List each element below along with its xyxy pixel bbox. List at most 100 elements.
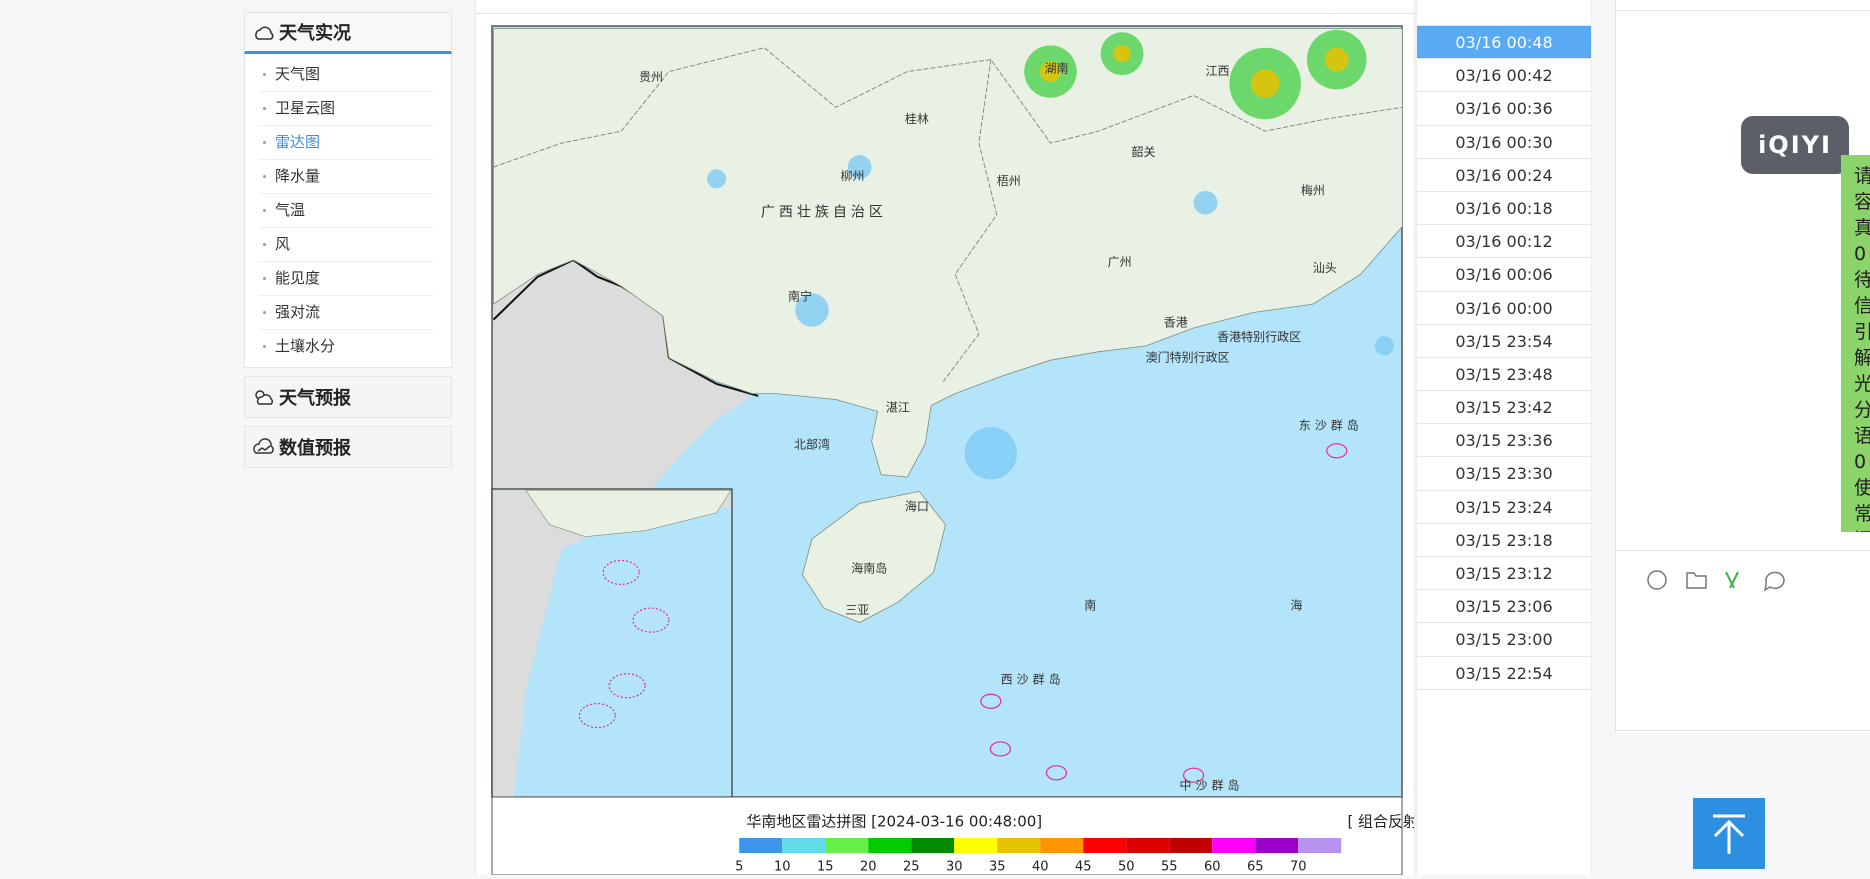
time-item[interactable]: 03/15 23:24 bbox=[1417, 491, 1591, 524]
island-group bbox=[1045, 765, 1068, 781]
time-item[interactable]: 03/16 00:36 bbox=[1417, 92, 1591, 126]
place-label: 中沙群岛 bbox=[1179, 777, 1243, 792]
place-label: 香港 bbox=[1164, 316, 1188, 330]
section-title: 天气实况 bbox=[279, 23, 351, 44]
time-item[interactable]: 03/15 23:12 bbox=[1417, 557, 1591, 591]
time-item[interactable]: 03/15 23:48 bbox=[1417, 358, 1591, 392]
place-label: 湖南 bbox=[1044, 61, 1068, 76]
icon bbox=[255, 26, 274, 40]
scale-label: 65 bbox=[1247, 860, 1264, 875]
radar-echo bbox=[1250, 69, 1280, 98]
island-group bbox=[602, 559, 640, 586]
place-label: 梧州 bbox=[997, 173, 1021, 188]
time-item[interactable]: 03/15 23:30 bbox=[1417, 457, 1591, 491]
radar-echo bbox=[1113, 45, 1131, 63]
time-item[interactable]: 03/16 00:24 bbox=[1417, 159, 1591, 192]
scale-swatch bbox=[1169, 838, 1213, 853]
top-bar-line bbox=[476, 13, 1414, 14]
scale-label: 50 bbox=[1118, 860, 1135, 875]
place-label: 汕头 bbox=[1313, 261, 1337, 275]
time-list: 03/16 00:48 03/16 00:42 03/16 00:36 03/16 0… bbox=[1416, 0, 1592, 875]
time-item[interactable]: 03/15 23:36 bbox=[1417, 424, 1591, 458]
scale-label: 45 bbox=[1075, 860, 1092, 875]
place-label: 海南岛 bbox=[851, 560, 887, 575]
time-item[interactable]: 03/15 23:54 bbox=[1417, 325, 1591, 358]
section-header[interactable]: 天气预报 bbox=[244, 376, 452, 418]
menu-item[interactable]: 强对流 bbox=[259, 296, 433, 330]
time-item[interactable]: 03/15 23:18 bbox=[1417, 524, 1591, 557]
scale-swatch bbox=[1255, 838, 1299, 853]
section-title: 天气预报 bbox=[279, 388, 351, 409]
scale-label: 55 bbox=[1161, 860, 1178, 875]
place-label: 三亚 bbox=[845, 603, 869, 617]
menu-item[interactable]: 能见度 bbox=[259, 262, 433, 296]
time-item[interactable]: 03/16 00:00 bbox=[1417, 292, 1591, 325]
province-border bbox=[493, 47, 1403, 168]
caption-box bbox=[491, 796, 1403, 876]
scale-label: 15 bbox=[817, 860, 834, 875]
section-header[interactable]: 天气实况 bbox=[244, 12, 452, 54]
time-item[interactable]: 03/15 23:00 bbox=[1417, 623, 1591, 657]
scale-label: 70 bbox=[1290, 860, 1307, 875]
section-title: 数值预报 bbox=[279, 438, 351, 459]
time-item[interactable]: 03/15 22:54 bbox=[1417, 657, 1591, 690]
scale-label: 30 bbox=[946, 860, 963, 875]
place-label: 贵州 bbox=[639, 70, 663, 84]
menu-list: 天气图 卫星云图 雷达图 降水量 气温风能见度 强对流 土壤水分 bbox=[244, 54, 452, 368]
sidebar: 天气实况 天气图 卫星云图 雷达图 降水量 气温风能见度 强对流 土壤水分 天气预报 数值预… bbox=[244, 12, 452, 468]
folder-icon[interactable] bbox=[1686, 572, 1707, 589]
menu-item[interactable]: 气温 bbox=[259, 194, 433, 228]
island-group bbox=[578, 702, 616, 729]
icon bbox=[253, 438, 274, 454]
scale-label: 35 bbox=[989, 860, 1006, 875]
section-header[interactable]: 数值预报 bbox=[244, 426, 452, 468]
menu-item[interactable]: 风 bbox=[259, 228, 433, 262]
place-label: 南 bbox=[1084, 597, 1100, 612]
emoji-icon[interactable] bbox=[1647, 570, 1667, 590]
menu-item[interactable]: 土壤水分 bbox=[259, 330, 433, 363]
menu-item[interactable]: 卫星云图 bbox=[259, 92, 433, 126]
side-text: 请容真0待信引解光分语0使常阅 bbox=[1841, 155, 1870, 532]
right-panel bbox=[1615, 0, 1870, 733]
divider bbox=[1616, 730, 1870, 731]
radar-echo bbox=[1374, 336, 1394, 356]
main-panel: 贵州 湖南 江西 广西壮族自治区 南宁 柳州 桂林 梧州 韶关 广州 梅州 汕头 香港 香港特别行政区 澳门… bbox=[475, 0, 1502, 876]
time-item[interactable]: 03/16 00:42 bbox=[1417, 59, 1591, 93]
menu-item[interactable]: 降水量 bbox=[259, 160, 433, 194]
divider bbox=[1616, 550, 1870, 551]
place-label: 广西壮族自治区 bbox=[761, 204, 887, 220]
place-label: 广州 bbox=[1108, 255, 1132, 269]
scale-swatch bbox=[782, 838, 826, 853]
hainan bbox=[801, 490, 946, 623]
time-item[interactable]: 03/16 00:48 bbox=[1417, 26, 1591, 60]
island-group bbox=[1183, 767, 1205, 783]
place-label: 桂林 bbox=[905, 111, 929, 126]
scale-label: 20 bbox=[860, 860, 877, 875]
time-item[interactable]: 03/15 23:42 bbox=[1417, 391, 1591, 425]
radar-echo bbox=[964, 426, 1018, 480]
time-item[interactable]: 03/16 00:18 bbox=[1417, 192, 1591, 226]
menu-item[interactable]: 雷达图 bbox=[259, 126, 433, 160]
place-label: 湛江 bbox=[886, 400, 910, 414]
place-label: 梅州 bbox=[1301, 182, 1325, 197]
time-item[interactable]: 03/16 00:06 bbox=[1417, 258, 1591, 292]
back-to-top[interactable] bbox=[1693, 798, 1765, 869]
scale-swatch bbox=[911, 838, 955, 853]
scissor-icon[interactable] bbox=[1725, 571, 1739, 589]
menu-item[interactable]: 天气图 bbox=[259, 58, 433, 92]
time-item[interactable]: 03/16 00:12 bbox=[1417, 225, 1591, 259]
scale-swatch bbox=[997, 838, 1041, 853]
scale-swatch bbox=[1083, 838, 1127, 853]
radar-echo bbox=[1193, 190, 1218, 215]
chat-icon[interactable] bbox=[1763, 571, 1785, 592]
time-item[interactable]: 03/15 23:06 bbox=[1417, 590, 1591, 624]
inset-land bbox=[525, 489, 732, 538]
place-label: 香港特别行政区 bbox=[1217, 329, 1301, 344]
time-item[interactable]: 03/16 00:30 bbox=[1417, 126, 1591, 159]
radar-echo bbox=[1039, 61, 1061, 83]
island-group bbox=[608, 673, 646, 699]
place-label: 澳门特别行政区 bbox=[1146, 349, 1230, 364]
scale-swatch bbox=[1298, 838, 1342, 853]
